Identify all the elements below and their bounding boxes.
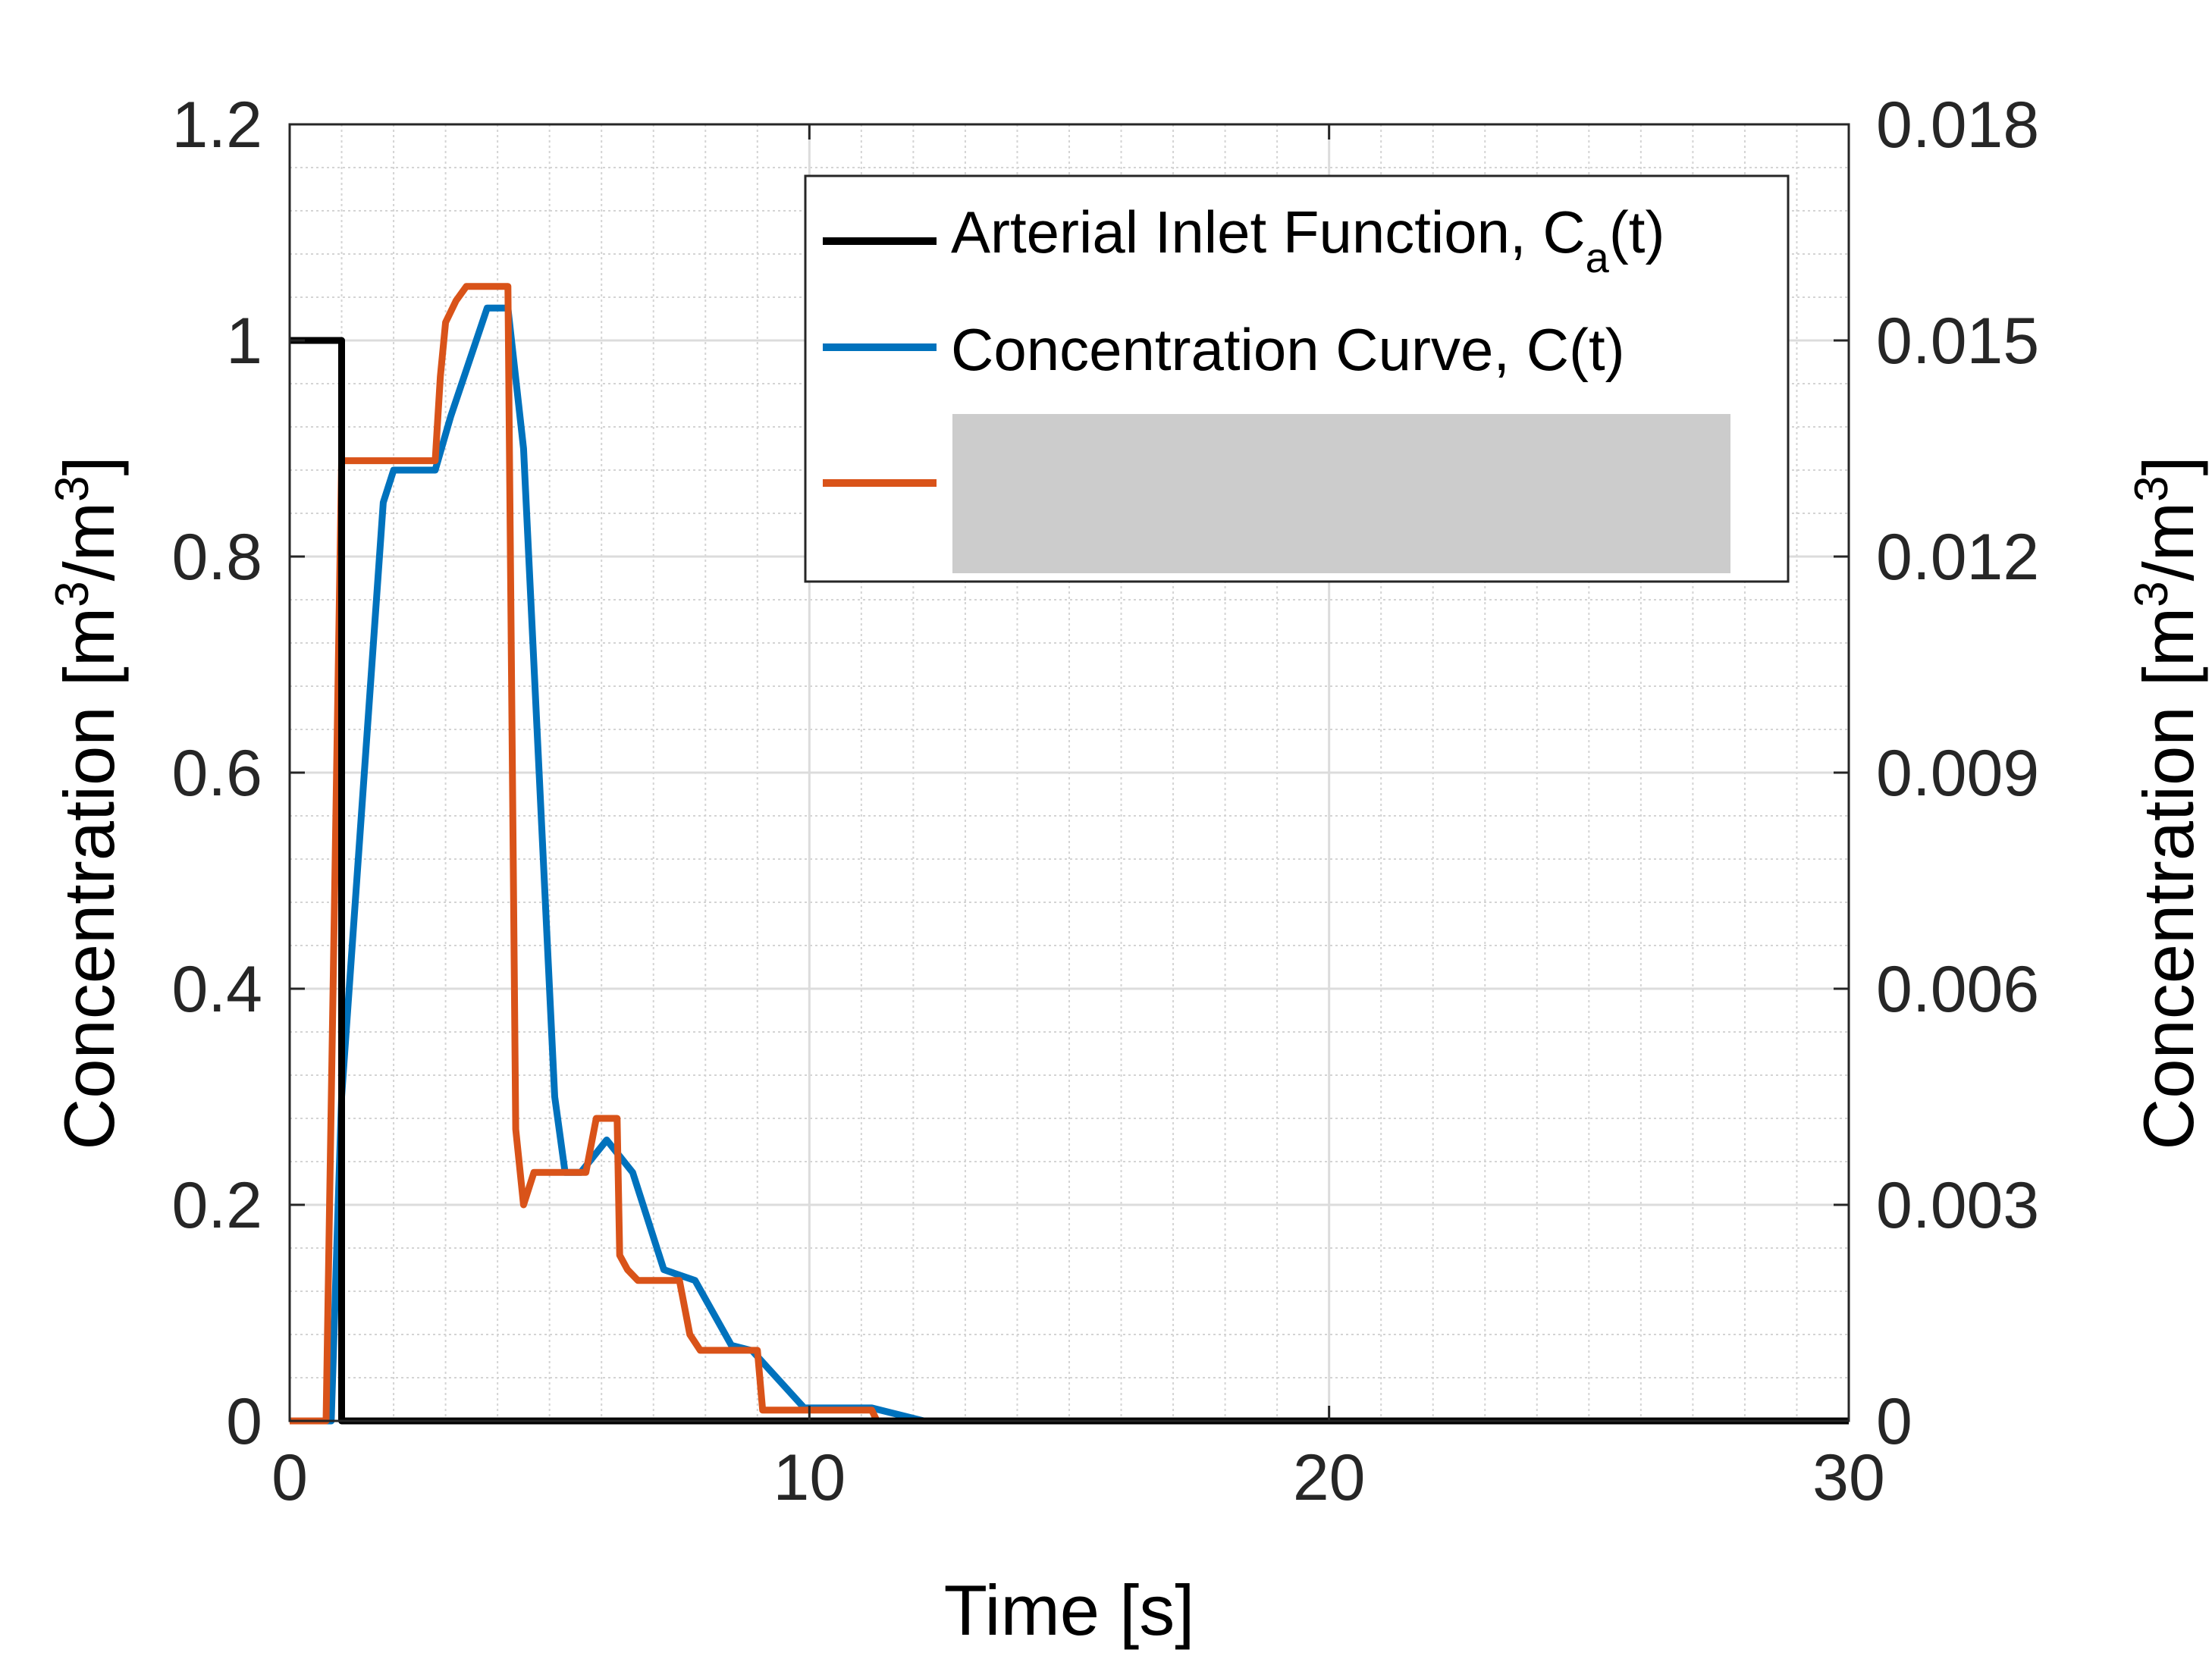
y-left-tick-label: 0.2 xyxy=(171,1169,262,1242)
y-right-title-sup2: 3 xyxy=(2126,475,2178,501)
y-right-title-mid: /m xyxy=(2129,502,2208,581)
y-left-tick-label: 0 xyxy=(226,1385,262,1458)
x-tick-label: 10 xyxy=(773,1441,846,1514)
y-right-tick-label: 0.012 xyxy=(1876,521,2039,594)
x-tick-label: 20 xyxy=(1293,1441,1366,1514)
x-axis-title: Time [s] xyxy=(944,1570,1195,1650)
y-right-title-main: Concentration [m xyxy=(2129,607,2208,1150)
series-line-2 xyxy=(290,283,1849,1425)
legend-label-arterial: Arterial Inlet Function, Ca(t) xyxy=(951,199,1664,281)
y-left-tick-label: 0.6 xyxy=(171,737,262,810)
y-left-title-end: ] xyxy=(49,456,129,475)
y-axis-left-title: Concentration [m3/m3] xyxy=(46,456,129,1149)
y-left-title-mid: /m xyxy=(49,502,129,581)
legend: Arterial Inlet Function, Ca(t) Concentra… xyxy=(804,174,1790,583)
y-left-title-sup1: 3 xyxy=(46,581,99,607)
y-right-tick-label: 0.003 xyxy=(1876,1169,2039,1242)
legend-label-concentration: Concentration Curve, C(t) xyxy=(951,316,1625,383)
y-left-tick-label: 0.4 xyxy=(171,953,262,1026)
legend-redacted-label xyxy=(952,414,1730,573)
y-right-title-end: ] xyxy=(2129,456,2208,475)
y-right-tick-label: 0.009 xyxy=(1876,737,2039,810)
x-tick-label: 0 xyxy=(271,1441,308,1514)
ticks: 0 10 20 3000.20.40.60.811.200.0030.0060.009… xyxy=(171,89,2039,1514)
y-left-tick-label: 1.2 xyxy=(171,89,262,162)
y-right-tick-label: 0.015 xyxy=(1876,305,2039,378)
y-right-title-sup1: 3 xyxy=(2126,581,2178,607)
y-axis-right-title: Concentration [m3/m3] xyxy=(2126,456,2208,1149)
y-left-tick-label: 0.8 xyxy=(171,521,262,594)
y-left-title-sup2: 3 xyxy=(46,475,99,501)
y-left-tick-label: 1 xyxy=(226,305,262,378)
y-left-title-main: Concentration [m xyxy=(49,607,129,1150)
y-right-tick-label: 0 xyxy=(1876,1385,1912,1458)
x-tick-label: 30 xyxy=(1812,1441,1885,1514)
y-right-tick-label: 0.018 xyxy=(1876,89,2039,162)
y-right-tick-label: 0.006 xyxy=(1876,953,2039,1026)
